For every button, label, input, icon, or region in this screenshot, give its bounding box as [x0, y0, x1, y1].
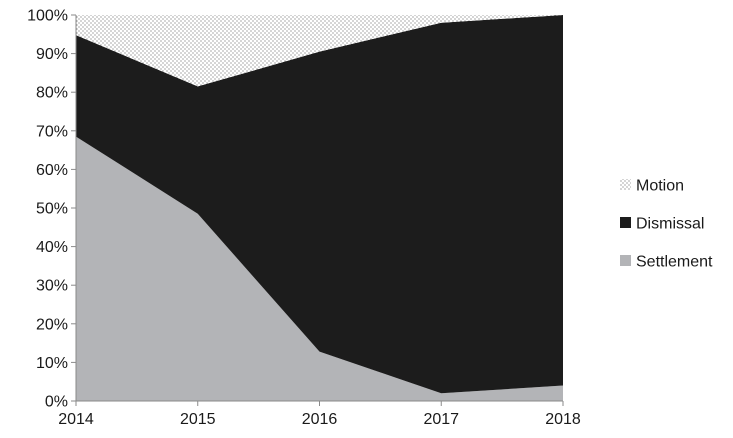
- y-tick-label: 10%: [36, 355, 68, 372]
- x-tick-label: 2014: [58, 411, 94, 428]
- y-tick-label: 40%: [36, 239, 68, 256]
- legend-swatch-settlement: [620, 255, 631, 266]
- legend-label-dismissal: Dismissal: [636, 216, 704, 233]
- axes: [71, 14, 564, 406]
- y-tick-label: 20%: [36, 316, 68, 333]
- y-tick-label: 90%: [36, 46, 68, 63]
- y-tick-label: 0%: [45, 394, 68, 411]
- y-tick-label: 30%: [36, 278, 68, 295]
- x-axis-tick-labels: 2014 2015 2016 2017 2018: [58, 411, 581, 428]
- y-tick-label: 60%: [36, 162, 68, 179]
- legend: Motion Dismissal Settlement: [620, 178, 713, 271]
- y-tick-label: 70%: [36, 123, 68, 140]
- y-axis-tick-labels: 0% 10% 20% 30% 40% 50% 60% 70% 80% 90% 100%: [27, 8, 68, 411]
- legend-label-motion: Motion: [636, 178, 684, 195]
- x-tick-label: 2016: [302, 411, 338, 428]
- y-tick-label: 50%: [36, 201, 68, 218]
- series-areas: [76, 15, 563, 401]
- x-tick-label: 2015: [180, 411, 216, 428]
- area-motion: [76, 15, 563, 87]
- y-tick-label: 80%: [36, 85, 68, 102]
- area-dismissal: [76, 15, 563, 394]
- area-settlement: [76, 136, 563, 401]
- y-tick-label: 100%: [27, 8, 68, 25]
- x-tick-label: 2018: [545, 411, 581, 428]
- legend-swatch-motion: [620, 179, 631, 190]
- legend-swatch-dismissal: [620, 217, 631, 228]
- x-tick-label: 2017: [423, 411, 459, 428]
- legend-label-settlement: Settlement: [636, 254, 713, 271]
